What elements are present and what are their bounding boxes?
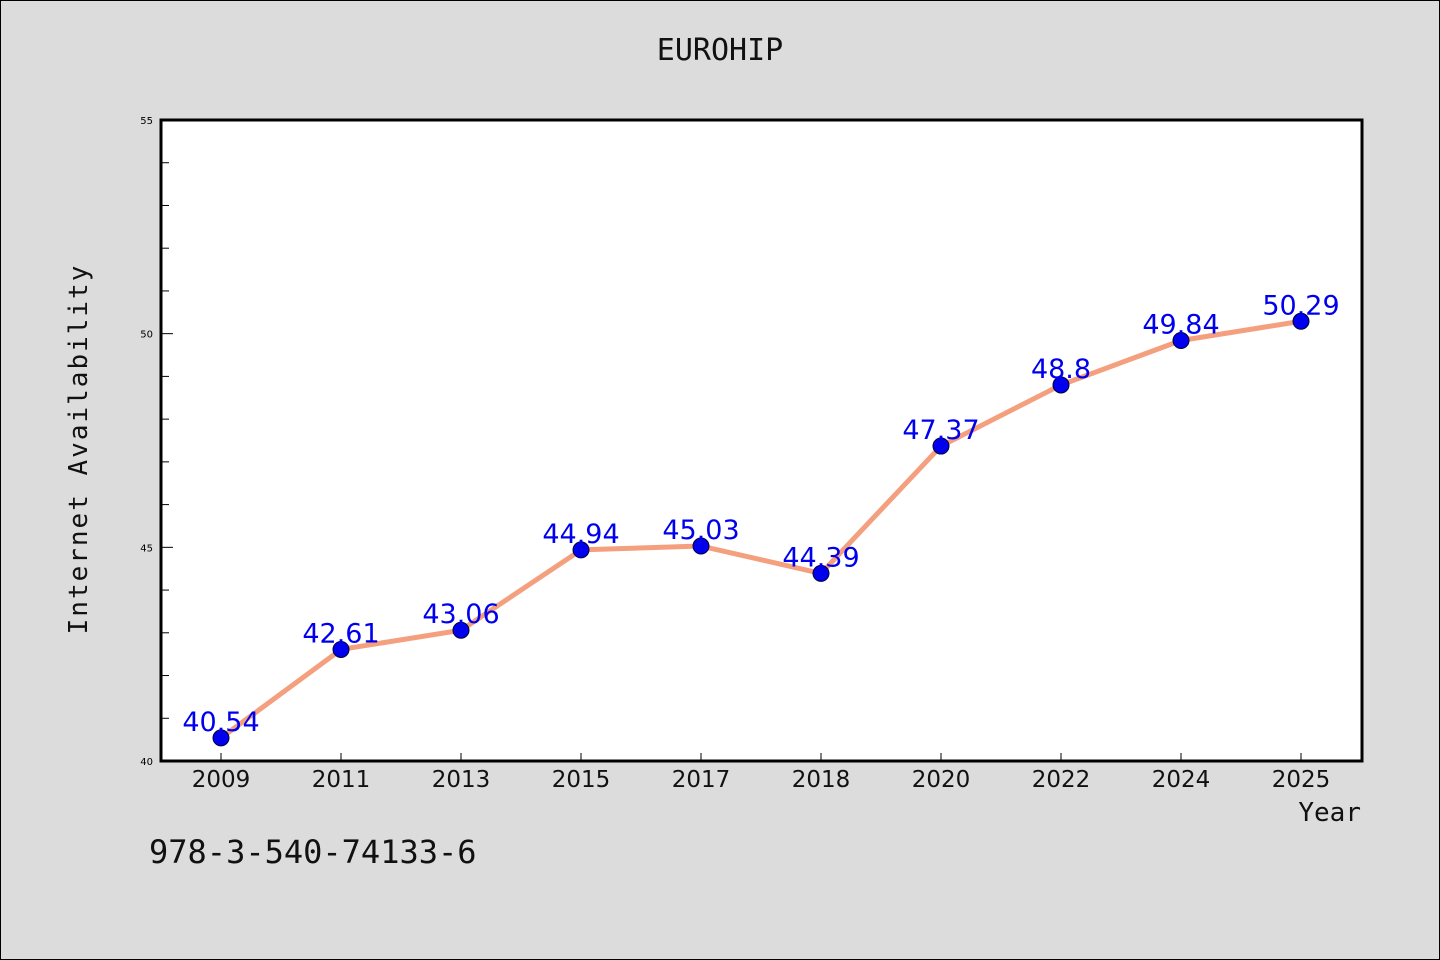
data-point: [212, 729, 230, 747]
data-label: 47.37: [902, 415, 979, 446]
data-label: 50.29: [1262, 290, 1339, 321]
x-tick-label: 2009: [192, 767, 251, 793]
footnote-isbn: 978-3-540-74133-6: [149, 833, 477, 871]
x-tick-label: 2024: [1152, 767, 1211, 793]
data-point: [692, 537, 710, 555]
x-tick-label: 2011: [312, 767, 371, 793]
y-axis-label: Internet Availability: [64, 264, 94, 635]
x-tick-label: 2015: [552, 767, 611, 793]
series-line: [218, 318, 1304, 741]
data-point: [1172, 332, 1190, 350]
x-tick-label: 2013: [432, 767, 491, 793]
x-tick-label: 2018: [792, 767, 851, 793]
data-label: 49.84: [1142, 310, 1219, 341]
y-tick-label: 40: [140, 757, 153, 768]
data-point: [812, 564, 830, 582]
data-point: [932, 437, 950, 455]
y-tick-label: 50: [140, 330, 153, 341]
data-label: 48.8: [1031, 354, 1091, 385]
data-label: 43.06: [422, 599, 499, 630]
x-axis: 2009 2011 2013 2015 2017 2018 2020 2022 2024 2025: [192, 753, 1331, 793]
y-axis: 40 45 50 55: [140, 116, 173, 768]
x-axis-label: Year: [1298, 798, 1361, 828]
data-point: [452, 621, 470, 639]
x-tick-label: 2022: [1032, 767, 1091, 793]
data-point: [572, 541, 590, 559]
x-tick-label: 2017: [672, 767, 731, 793]
data-point: [332, 640, 350, 658]
x-tick-label: 2020: [912, 767, 971, 793]
data-label: 42.61: [302, 618, 379, 649]
data-label: 40.54: [182, 707, 259, 738]
x-tick-label: 2025: [1272, 767, 1331, 793]
plot-area: [159, 118, 1364, 763]
chart-title: EUROHIP: [656, 33, 784, 68]
data-label: 45.03: [662, 515, 739, 546]
y-tick-label: 45: [140, 543, 153, 554]
data-label: 44.94: [542, 519, 619, 550]
data-point: [1052, 376, 1070, 394]
data-point: [1292, 312, 1310, 330]
series-layer: 40.54 42.61 43.06 44.94 45.03 44.39 47.37 48.8 4…: [182, 290, 1340, 747]
y-tick-label: 55: [140, 116, 153, 127]
data-label: 44.39: [782, 542, 859, 573]
